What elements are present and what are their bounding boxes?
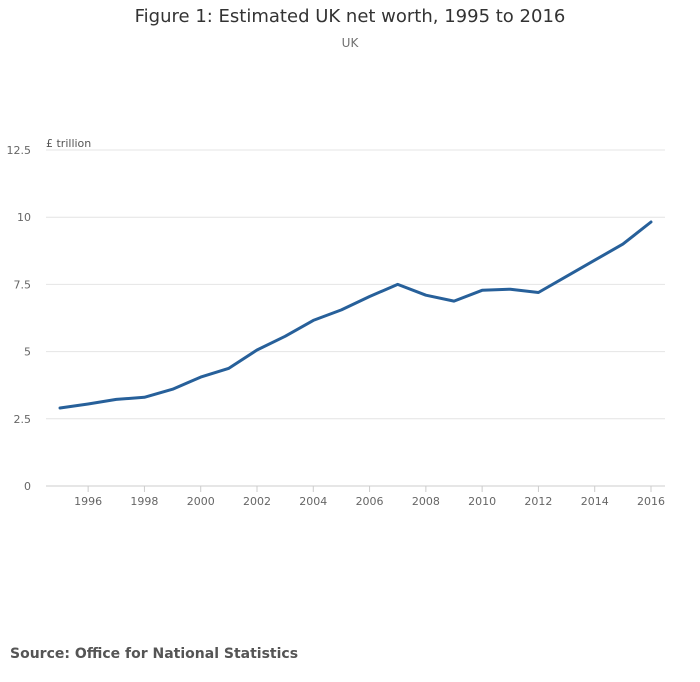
data-point[interactable] [82,398,94,410]
data-point[interactable] [279,330,291,342]
x-tick-label: 2008 [412,495,440,508]
data-point[interactable] [195,371,207,383]
data-point[interactable] [307,314,319,326]
y-tick-label: 7.5 [14,278,32,291]
gridlines [46,149,665,487]
x-axis-ticks: 1996 1998 2000 2002 2004 2006 2008 2010 2012 2014… [74,486,665,508]
y-axis-unit-label: £ trillion [46,137,91,150]
chart-title: Figure 1: Estimated UK net worth, 1995 t… [134,6,566,27]
y-axis-ticks: 0 2.5 5 7.5 10 12.5 [7,144,32,493]
y-tick-label: 5 [24,346,31,359]
x-tick-label: 1998 [130,495,158,508]
data-point[interactable] [167,383,179,395]
data-point[interactable] [504,283,516,295]
data-point[interactable] [54,402,66,414]
y-tick-label: 2.5 [14,413,32,426]
x-tick-label: 2002 [243,495,271,508]
x-tick-label: 2014 [581,495,609,508]
x-tick-label: 2012 [524,495,552,508]
x-tick-label: 2006 [356,495,384,508]
data-point[interactable] [448,295,460,307]
x-tick-label: 2004 [299,495,327,508]
data-point[interactable] [561,270,573,282]
x-tick-label: 1996 [74,495,102,508]
y-tick-label: 12.5 [7,144,32,157]
chart-subtitle: UK [341,36,359,50]
data-point[interactable] [645,216,657,228]
y-tick-label: 10 [17,211,31,224]
data-point[interactable] [420,289,432,301]
data-point[interactable] [251,344,263,356]
y-tick-label: 0 [24,480,31,493]
data-point[interactable] [589,254,601,266]
data-point[interactable] [532,286,544,298]
series-group [54,216,657,414]
data-point[interactable] [223,362,235,374]
data-point[interactable] [476,284,488,296]
data-point[interactable] [110,393,122,405]
source-note: Source: Office for National Statistics [10,646,299,662]
data-point[interactable] [617,238,629,250]
data-point[interactable] [335,304,347,316]
x-tick-label: 2016 [637,495,665,508]
x-tick-label: 2010 [468,495,496,508]
data-point[interactable] [392,278,404,290]
data-point[interactable] [138,391,150,403]
x-tick-label: 2000 [187,495,215,508]
data-point[interactable] [364,290,376,302]
series-line [58,220,653,410]
